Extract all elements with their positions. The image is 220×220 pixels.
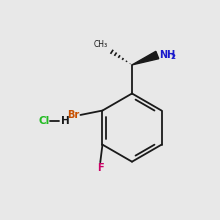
Text: 2: 2 — [170, 54, 176, 60]
Text: NH: NH — [159, 50, 175, 60]
Polygon shape — [132, 51, 159, 65]
Text: H: H — [61, 116, 70, 126]
Text: CH₃: CH₃ — [93, 40, 107, 49]
Text: Cl: Cl — [38, 116, 50, 126]
Text: F: F — [97, 163, 104, 173]
Text: Br: Br — [67, 110, 79, 120]
